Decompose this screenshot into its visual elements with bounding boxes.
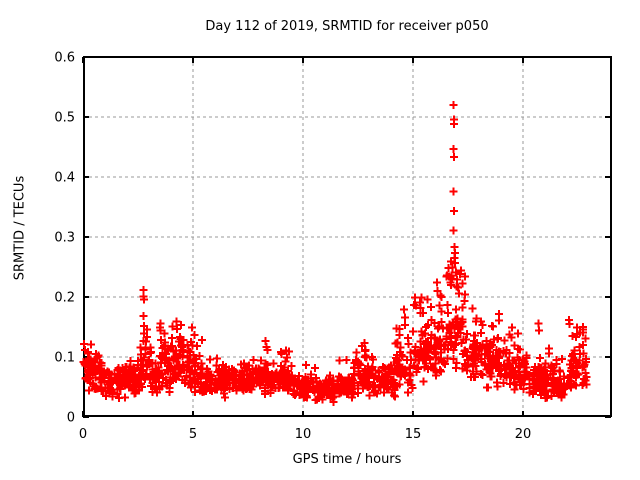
scatter-points: [79, 101, 591, 406]
y-tick-label: 0.4: [54, 171, 75, 186]
y-tick-label: 0.3: [54, 231, 75, 246]
x-axis-label: GPS time / hours: [292, 452, 402, 467]
x-tick-label: 10: [295, 427, 312, 442]
y-tick-label: 0.5: [54, 111, 75, 126]
x-tick-label: 0: [79, 427, 87, 442]
y-tick-label: 0: [67, 411, 75, 426]
x-tick-label: 5: [189, 427, 197, 442]
y-tick-label: 0.2: [54, 291, 75, 306]
x-tick-label: 15: [405, 427, 422, 442]
tick-marks: [82, 56, 611, 418]
chart-title: Day 112 of 2019, SRMTID for receiver p05…: [205, 19, 489, 34]
x-tick-label: 20: [515, 427, 532, 442]
y-tick-label: 0.6: [54, 51, 75, 66]
y-tick-label: 0.1: [54, 351, 75, 366]
